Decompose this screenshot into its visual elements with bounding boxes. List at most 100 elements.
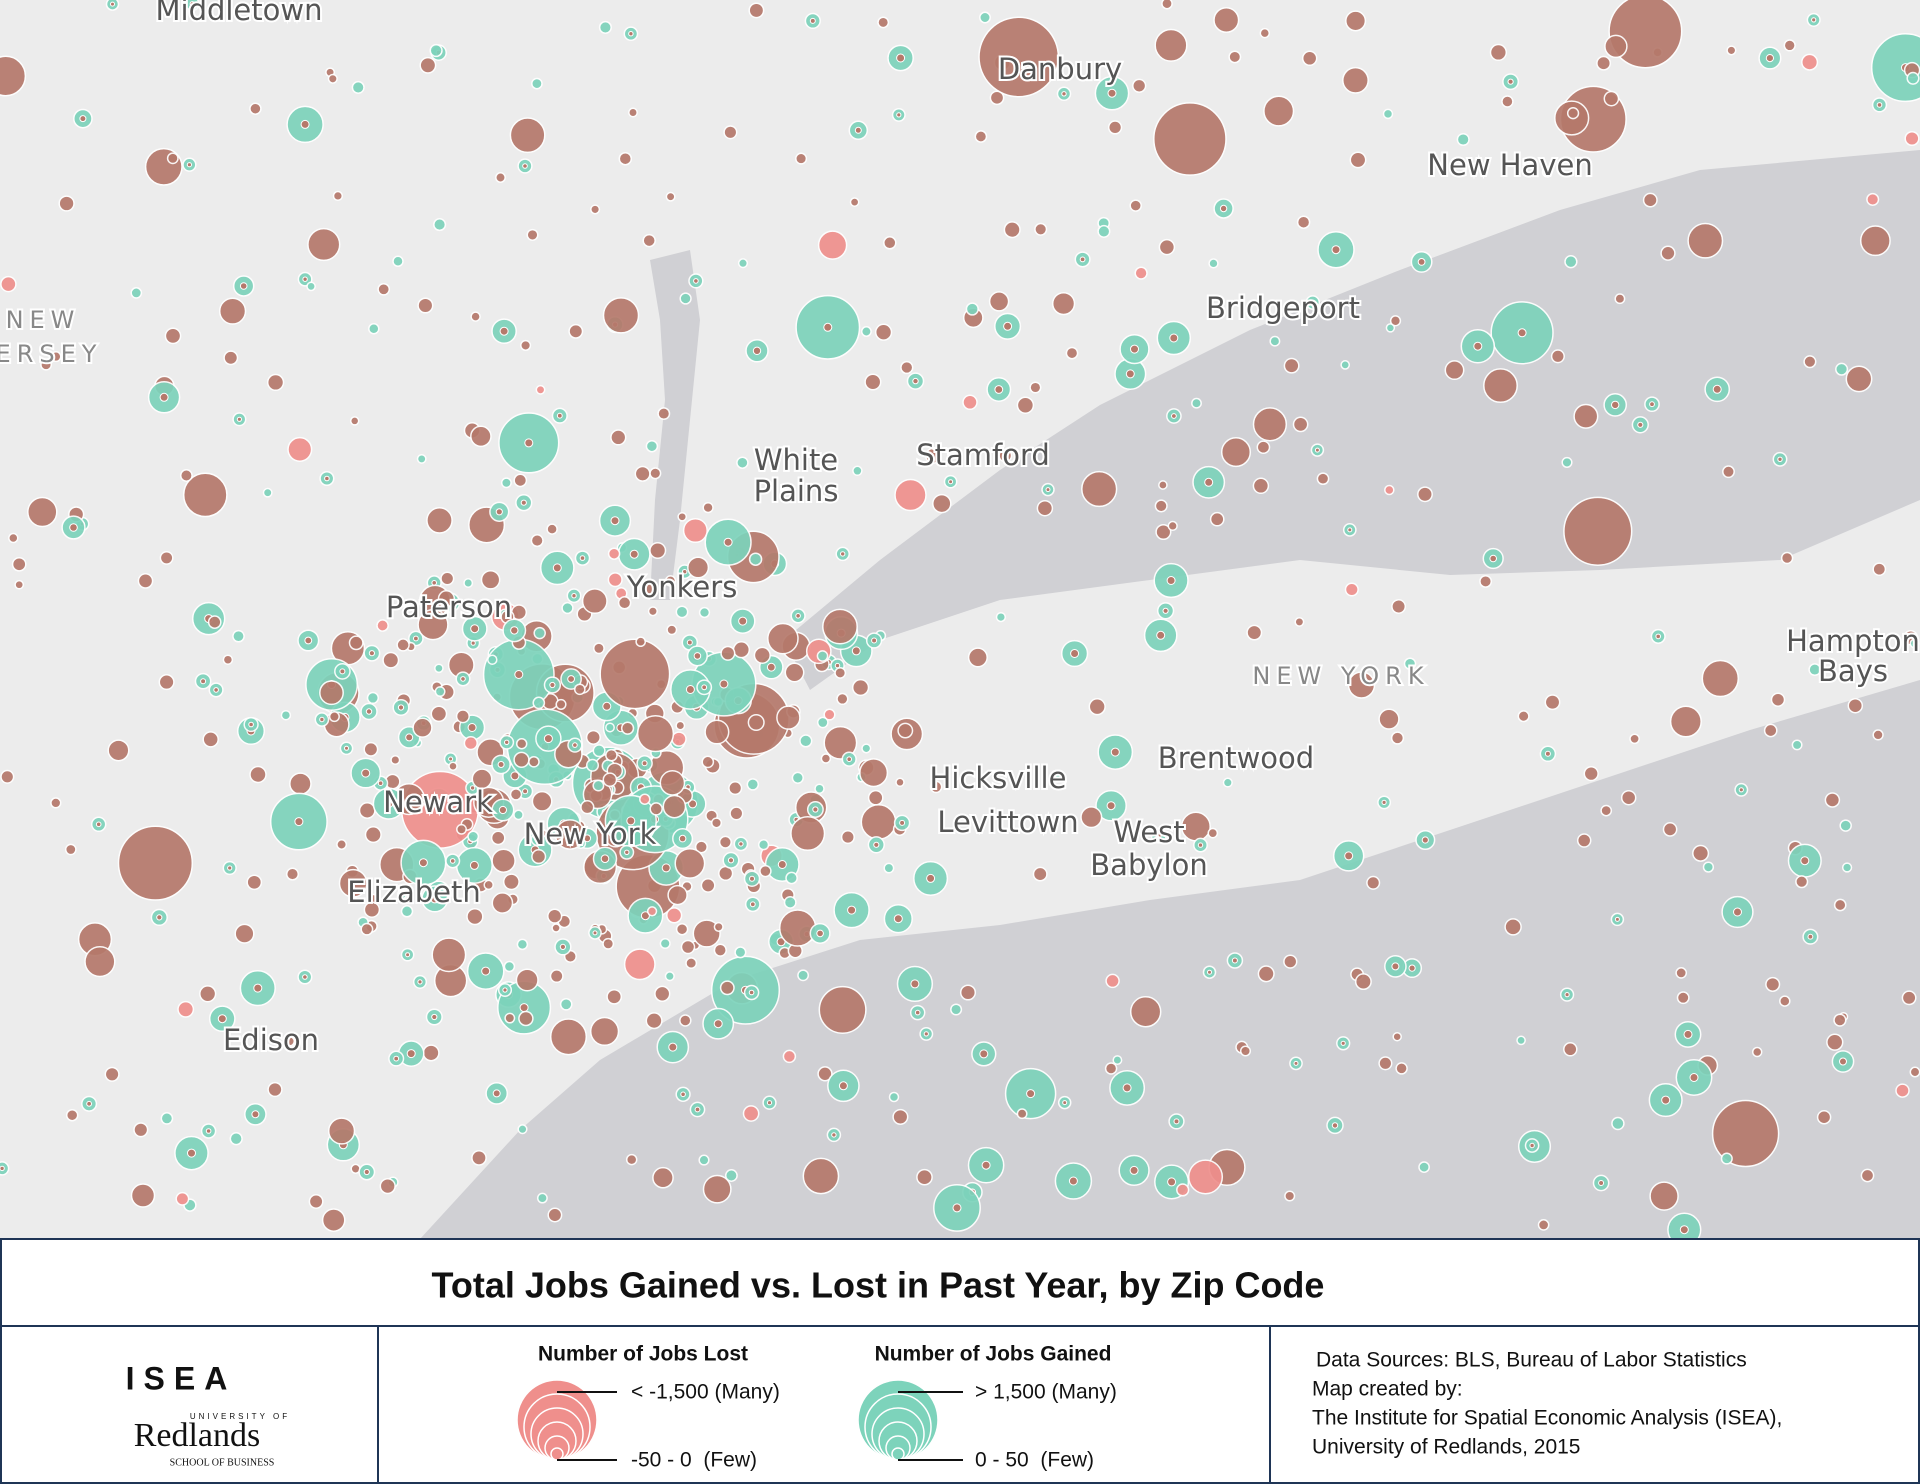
map-dot [1354,973,1372,991]
logo-division: SCHOOL OF BUSINESS [170,1457,275,1468]
map-dot [664,971,675,982]
map-dot-core [248,721,254,728]
map-dot-core [1331,245,1341,255]
map-dot [463,735,478,751]
map-dot [822,608,858,645]
map-dot [1808,663,1822,677]
map-dot [1611,1116,1625,1131]
map-dot [1860,1168,1875,1183]
map-dot [1676,991,1690,1005]
map-dot [1859,225,1891,257]
map-dot-core [738,616,748,626]
map-dot [646,906,658,917]
map-dot [698,606,711,619]
map-dot [950,1003,963,1016]
map-dot [1576,833,1592,848]
map-dot-core [896,53,906,63]
map-dot [470,425,492,448]
map-dot [1129,995,1162,1028]
map-dot-core [738,841,744,847]
map-dot [1563,1042,1578,1057]
map-dot [504,1012,516,1024]
map-dot [58,195,75,212]
map-dot-core [1839,1057,1847,1066]
map-dot [1504,918,1522,936]
map-dot [202,731,219,748]
map-dot [179,469,193,482]
map-dot [513,473,528,488]
map-dot [1105,973,1120,989]
map-dot-core [431,1013,438,1021]
map-dot [437,590,456,608]
place-label: ERSEY [0,340,102,368]
map-dot-core [668,1042,678,1052]
map-dot-core [1473,341,1483,351]
map-dot [659,937,671,950]
map-dot-core [156,914,163,921]
map-dot-core [994,385,1004,394]
map-dot-core [1331,1122,1339,1129]
map-dot [554,819,586,850]
map-dot [642,233,656,248]
map-dot-core [846,756,853,763]
map-dot [491,892,514,914]
map-dot-core [686,639,693,646]
map-dot [851,678,870,697]
map-dot [1675,967,1688,979]
map-dot-core [1070,649,1080,658]
map-dot [1112,1055,1123,1066]
map-dot [0,275,17,293]
map-dot [503,960,516,973]
map-dot [1701,659,1740,698]
map-dot [547,908,563,924]
map-dot [11,556,27,572]
map-dot-core [816,929,824,938]
map-dot [639,793,651,805]
map-dot [249,102,262,115]
map-dot-core [79,115,87,123]
map-dot [555,698,567,710]
map-dot-core [979,1049,989,1059]
map-dot-core [522,788,529,795]
map-dot [606,988,623,1005]
map-dot [1649,1181,1679,1211]
map-dot [1726,45,1737,56]
map-dot-core [368,650,375,657]
map-dot [628,107,638,118]
map-dot [520,339,532,351]
map-dot [1783,39,1796,52]
map-dot-core [567,675,575,683]
map-dot-core [1068,1176,1078,1186]
map-dot-core [1197,842,1204,848]
map-dot-core [448,756,454,762]
map-dot [1765,976,1781,992]
map-dot-core [1811,17,1817,23]
map-dot [979,11,991,24]
map-dot [924,447,942,464]
map-dot [1246,624,1263,641]
map-dot [589,1016,620,1047]
map-dot-core [497,761,505,768]
map-dot [363,901,381,918]
logo-name: ISEA [126,1360,237,1396]
map-dot [164,327,182,345]
map-dot [551,923,561,933]
map-dot-core [1417,258,1426,266]
map-dot [1537,1219,1550,1231]
map-dot [1826,1033,1844,1051]
map-dot [515,968,539,992]
map-dot [266,373,285,392]
map-dot-core [1162,607,1169,614]
map-dot [1835,362,1849,376]
map-dot [867,789,884,806]
map-dot [430,705,448,723]
map-dot [677,511,688,522]
map-dot [1866,192,1880,206]
map-dot-core [626,816,636,826]
map-dot [159,550,174,565]
map-dot [379,1177,396,1195]
map-dot [1032,866,1048,882]
map-dot-core [1564,992,1570,998]
map-dot [400,905,414,918]
map-dot [307,227,341,262]
